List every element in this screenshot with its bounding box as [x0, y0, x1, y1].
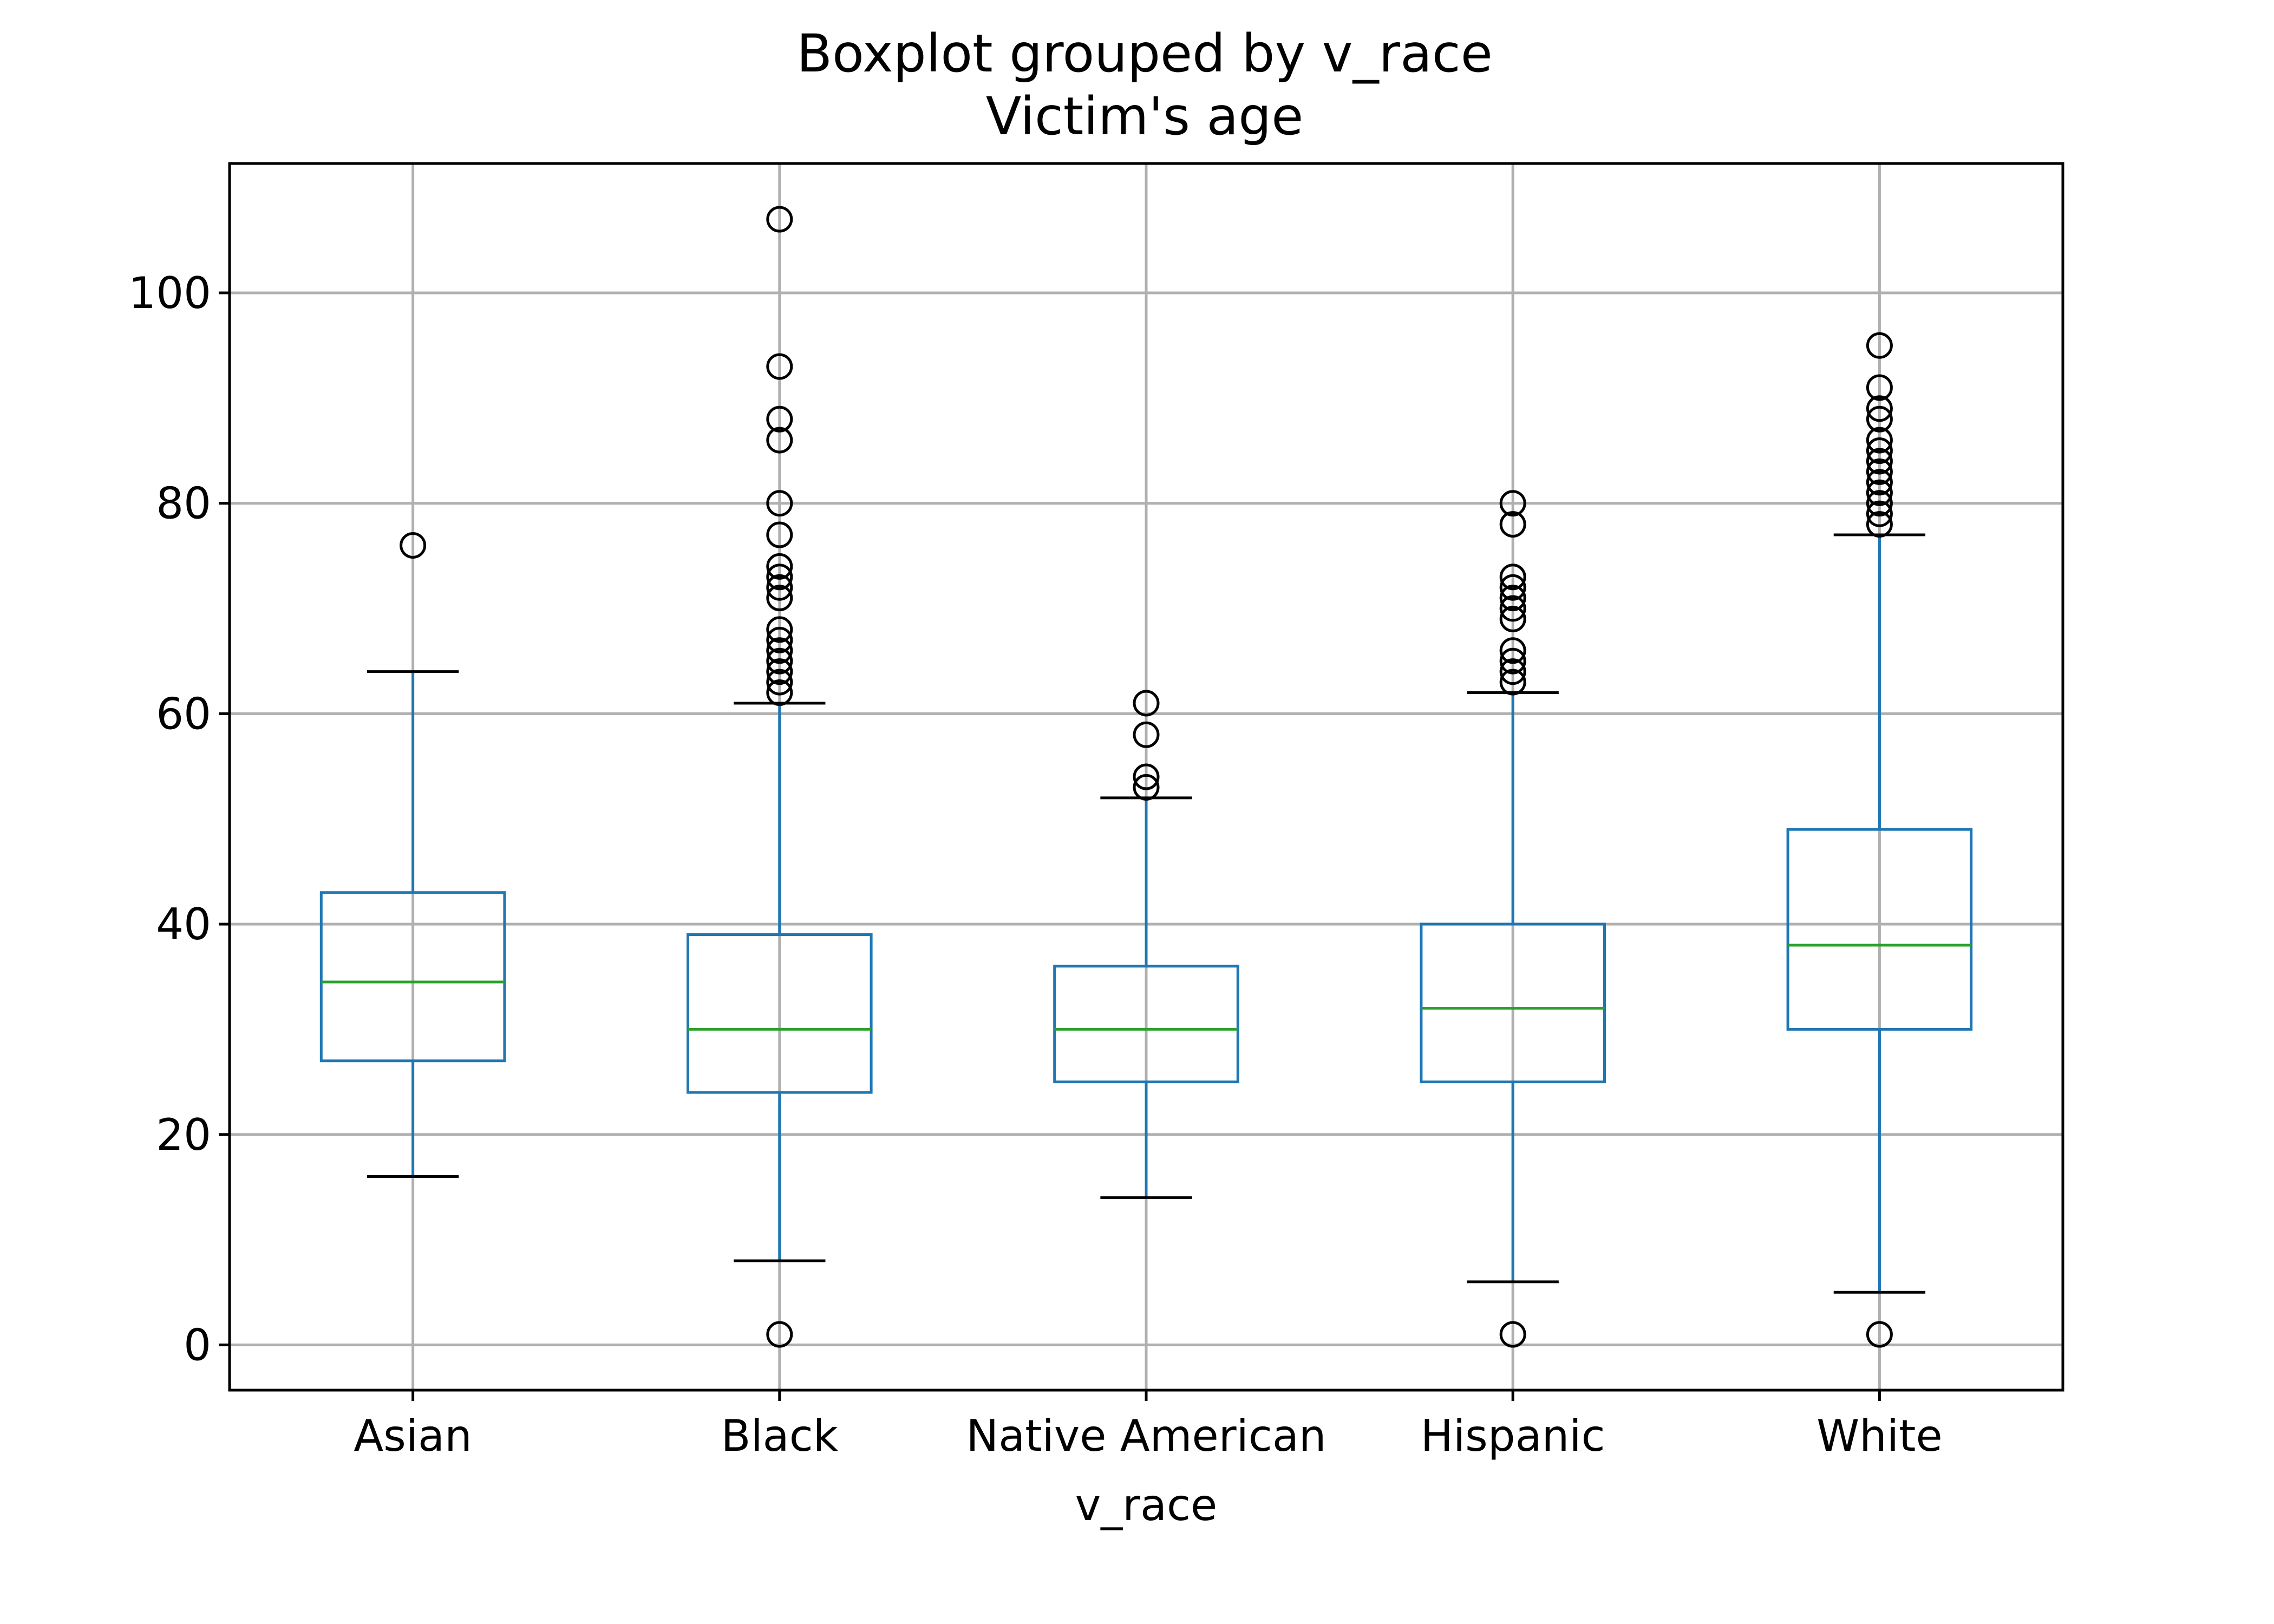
outlier-point — [400, 532, 427, 559]
outlier-point — [1866, 395, 1893, 422]
outlier-point — [1499, 490, 1526, 517]
iqr-box — [319, 891, 506, 1063]
outlier-point — [1866, 500, 1893, 527]
outlier-point — [766, 626, 793, 653]
x-axis-ticks: Asian Black Native American Hispanic White — [354, 1390, 1943, 1461]
outlier-point — [766, 647, 793, 675]
outlier-point — [1866, 437, 1893, 464]
outlier-point — [1499, 564, 1526, 591]
outlier-point — [1499, 637, 1526, 664]
iqr-box — [1420, 922, 1606, 1084]
outlier-point — [1499, 605, 1526, 632]
outlier-point — [1133, 774, 1160, 801]
y-tick-label: 20 — [156, 1110, 211, 1160]
outlier-point — [1499, 1321, 1526, 1348]
outlier-point — [766, 616, 793, 643]
outlier-point — [1866, 374, 1893, 401]
y-tick-label: 0 — [184, 1320, 211, 1370]
outlier-point — [1499, 658, 1526, 685]
outlier-point — [766, 564, 793, 591]
x-axis-label: v_race — [1075, 1480, 1217, 1530]
plot-frame — [228, 162, 2064, 1392]
outlier-point — [1499, 669, 1526, 696]
outlier-point — [766, 490, 793, 517]
x-tick-label: Asian — [354, 1411, 472, 1461]
outlier-point — [1866, 511, 1893, 538]
iqr-box — [687, 933, 873, 1094]
y-tick-label: 80 — [156, 479, 211, 529]
y-axis-ticks: 0 20 40 60 80 100 — [128, 268, 230, 1370]
y-tick-label: 60 — [156, 689, 211, 739]
outlier-point — [1866, 427, 1893, 454]
box-group — [1420, 490, 1606, 1348]
outlier-point — [766, 427, 793, 454]
outlier-point — [766, 679, 793, 706]
outlier-point — [766, 637, 793, 664]
outlier-point — [1866, 405, 1893, 433]
x-tick-label: Native American — [966, 1411, 1326, 1461]
outlier-point — [766, 658, 793, 685]
box-series — [319, 206, 1973, 1348]
outlier-point — [1866, 332, 1893, 359]
box-group — [687, 206, 873, 1348]
outlier-point — [1866, 479, 1893, 506]
iqr-box — [1053, 965, 1239, 1084]
outlier-point — [1133, 763, 1160, 790]
outlier-point — [1866, 448, 1893, 475]
outlier-point — [1499, 511, 1526, 538]
outlier-point — [1499, 585, 1526, 612]
outlier-point — [766, 585, 793, 612]
outlier-point — [1499, 595, 1526, 622]
y-tick-label: 100 — [128, 268, 211, 318]
chart-title: Boxplot grouped by v_race — [796, 23, 1493, 84]
y-tick-label: 40 — [156, 899, 211, 949]
outlier-point — [1866, 1321, 1893, 1348]
x-tick-label: Black — [721, 1411, 839, 1461]
box-group — [1786, 332, 1973, 1348]
outlier-point — [766, 405, 793, 433]
x-tick-label: White — [1816, 1411, 1943, 1461]
outlier-point — [1499, 574, 1526, 601]
box-group — [319, 532, 506, 1178]
outlier-point — [766, 553, 793, 580]
outlier-point — [1133, 690, 1160, 717]
outlier-point — [766, 521, 793, 548]
outlier-point — [766, 1321, 793, 1348]
outlier-point — [1133, 721, 1160, 748]
outlier-point — [1866, 458, 1893, 485]
outlier-point — [766, 353, 793, 380]
box-group — [1053, 690, 1239, 1199]
chart-subtitle: Victim's age — [986, 86, 1304, 147]
iqr-box — [1786, 828, 1973, 1031]
outlier-point — [766, 574, 793, 601]
outlier-point — [1499, 647, 1526, 675]
outlier-point — [766, 206, 793, 233]
outlier-point — [1866, 469, 1893, 496]
outlier-point — [766, 669, 793, 696]
outlier-point — [1866, 490, 1893, 517]
x-tick-label: Hispanic — [1421, 1411, 1605, 1461]
